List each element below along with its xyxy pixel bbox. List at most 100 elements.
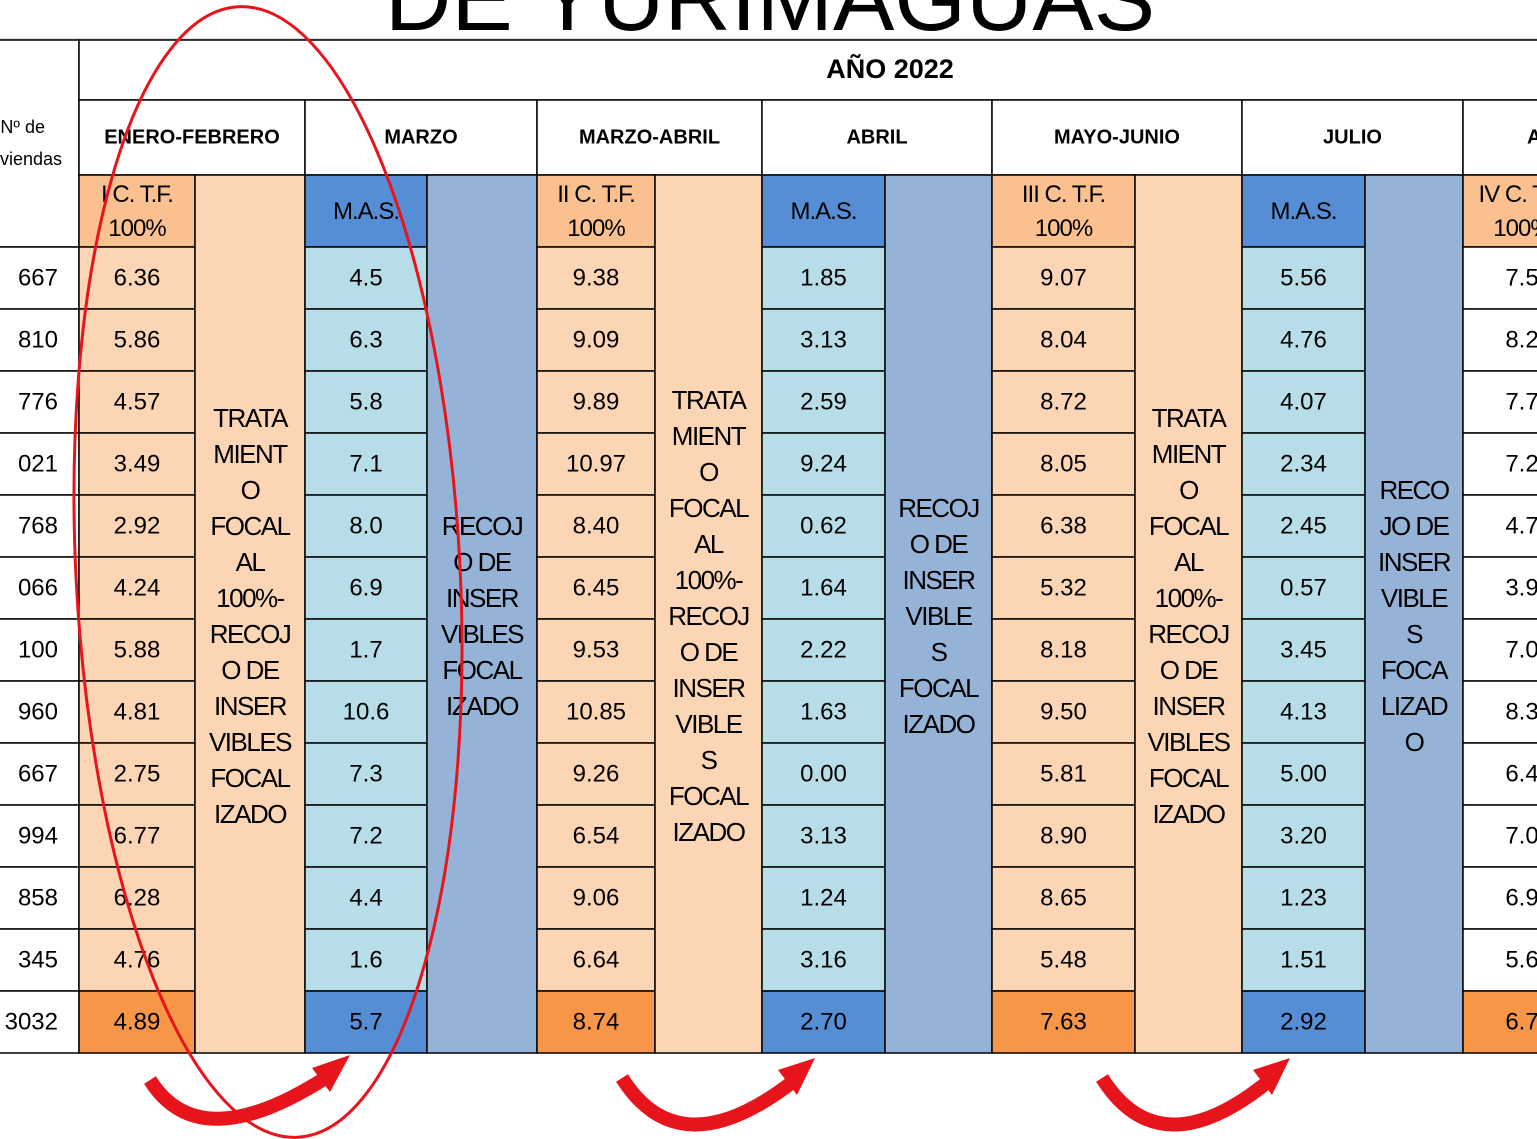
merged-cell <box>1364 174 1464 1054</box>
data-cell <box>536 928 656 992</box>
cell-value: 7.3 <box>349 760 382 787</box>
annotations <box>72 5 1290 1139</box>
data-cell <box>0 494 80 558</box>
cell-text: M.A.S. <box>1270 198 1336 225</box>
data-cell <box>1241 866 1366 930</box>
text-line: 100%- <box>675 565 743 595</box>
cell-value: 6.54 <box>573 822 620 849</box>
cell-value: 776 <box>18 388 58 415</box>
data-cell <box>78 246 196 310</box>
text-line: M.A.S. <box>333 198 399 225</box>
cell-value: 2.92 <box>1280 1008 1327 1035</box>
text-line: INSER <box>1378 547 1451 577</box>
cell-value: 4.4 <box>349 884 382 911</box>
arrowhead <box>312 1055 350 1092</box>
cell-value: 6.9 <box>1505 884 1537 911</box>
cell-value: 3032 <box>5 1008 58 1035</box>
cell-value: 9.38 <box>573 264 620 291</box>
data-cell <box>761 742 886 806</box>
cell-text: TRATA MIENT O FOCAL AL 100%- RECOJ O DE INSER VIB… <box>209 403 292 829</box>
cell-value: 6.4 <box>1505 760 1537 787</box>
data-cell <box>78 618 196 682</box>
merged-cell <box>1134 174 1243 1054</box>
cell-value: 345 <box>18 946 58 973</box>
text-line: TRATA <box>1152 403 1228 433</box>
arrow <box>1096 1074 1275 1132</box>
month-label: MARZO <box>384 126 457 148</box>
data-cell <box>991 246 1136 310</box>
cell-value: 9.24 <box>800 450 847 477</box>
data-cell <box>0 804 80 868</box>
text-line: O <box>699 457 718 487</box>
text-line: 100%- <box>1155 583 1223 613</box>
cell-value: 9.53 <box>573 636 620 663</box>
text-line: VIBLES <box>441 619 524 649</box>
data-cell <box>1462 990 1537 1054</box>
data-cell <box>1241 618 1366 682</box>
text-line: VIBLE <box>1381 583 1448 613</box>
cell-value: 2.45 <box>1280 512 1327 539</box>
cell-value: 6.3 <box>349 326 382 353</box>
data-cell <box>0 308 80 372</box>
cell-value: 8.05 <box>1040 450 1087 477</box>
cell-value: 8.74 <box>573 1008 620 1035</box>
cell-value: 768 <box>18 512 58 539</box>
cell-value: 1.51 <box>1280 946 1327 973</box>
cell-value: 7.5 <box>1505 264 1537 291</box>
data-cell <box>991 742 1136 806</box>
data-cell <box>536 618 656 682</box>
data-cell <box>304 742 428 806</box>
cell-value: 3.16 <box>800 946 847 973</box>
cell-value: 1.7 <box>349 636 382 663</box>
text-line: IZADO <box>903 709 975 739</box>
text-line: O DE <box>221 655 280 685</box>
text-line: INSER <box>1153 691 1226 721</box>
text-line: II C. T.F. <box>557 181 635 208</box>
cell-value: 1.24 <box>800 884 847 911</box>
data-cell <box>78 928 196 992</box>
data-cell <box>1462 308 1537 372</box>
cell-value: 5.56 <box>1280 264 1327 291</box>
data-cell <box>536 804 656 868</box>
cell-value: 8.18 <box>1040 636 1087 663</box>
cell-value: 10.6 <box>343 698 390 725</box>
text-line: O <box>1405 727 1424 757</box>
header-cell <box>0 39 80 248</box>
cell-value: 8.04 <box>1040 326 1087 353</box>
month-label: ENERO-FEBRERO <box>104 126 280 148</box>
cell-value: 8.72 <box>1040 388 1087 415</box>
cell-value: 6.77 <box>114 822 161 849</box>
data-cell <box>78 804 196 868</box>
data-cell <box>761 990 886 1054</box>
data-cell <box>536 556 656 620</box>
data-cell <box>78 432 196 496</box>
data-cell <box>0 742 80 806</box>
cell-value: 4.13 <box>1280 698 1327 725</box>
text-line: VIBLES <box>209 727 292 757</box>
cell-value: 5.86 <box>114 326 161 353</box>
cell-value: 4.57 <box>114 388 161 415</box>
data-cell <box>761 556 886 620</box>
month-label: MAYO-JUNIO <box>1054 126 1180 148</box>
cell-value: 3.49 <box>114 450 161 477</box>
cell-value: 3.9 <box>1505 574 1537 601</box>
text-line: O <box>241 475 260 505</box>
data-cell <box>991 866 1136 930</box>
text-line: INSER <box>214 691 287 721</box>
cell-value: 2.34 <box>1280 450 1327 477</box>
cell-value: 0.57 <box>1280 574 1327 601</box>
data-cell <box>1462 618 1537 682</box>
data-cell <box>761 370 886 434</box>
data-cell <box>0 680 80 744</box>
text-line: S <box>701 745 718 775</box>
text-line: IZADO <box>673 817 745 847</box>
text-line: FOCAL <box>442 655 522 685</box>
cell-value: 5.6 <box>1505 946 1537 973</box>
cell-value: 4.24 <box>114 574 161 601</box>
data-cell <box>536 680 656 744</box>
data-cell <box>1462 556 1537 620</box>
cell-value: 3.20 <box>1280 822 1327 849</box>
